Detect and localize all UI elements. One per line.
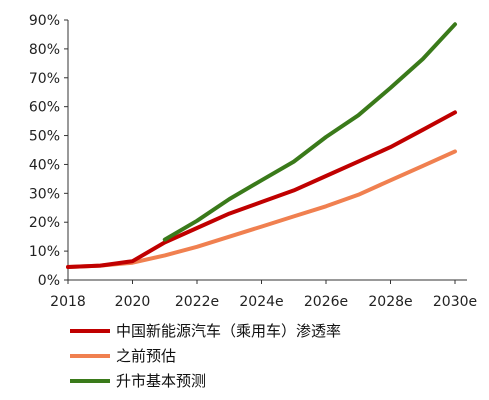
- x-axis: 2018 2020 2022e 2024e 2026e 2028e 2030e: [50, 279, 477, 310]
- x-tick-label: 2024e: [239, 294, 283, 310]
- legend-swatch-bull-case: [70, 378, 110, 383]
- series-line-1: [66, 149, 457, 269]
- y-tick-label: 60%: [29, 100, 60, 116]
- x-tick-label: 2026e: [304, 294, 348, 310]
- legend: 中国新能源汽车（乘用车）渗透率 之前预估 升市基本预测: [70, 318, 341, 393]
- y-tick-label: 10%: [29, 244, 60, 260]
- y-tick-label: 50%: [29, 129, 60, 145]
- x-tick-label: 2018: [50, 294, 86, 310]
- legend-item-bull-case: 升市基本预测: [70, 368, 341, 393]
- y-tick-label: 0%: [38, 273, 60, 289]
- legend-item-previous-estimate: 之前预估: [70, 343, 341, 368]
- series-layer: [66, 22, 457, 269]
- legend-swatch-previous-estimate: [70, 353, 110, 358]
- series-line-0: [66, 110, 457, 269]
- y-tick-label: 40%: [29, 157, 60, 173]
- y-tick-label: 80%: [29, 42, 60, 58]
- y-tick-label: 30%: [29, 186, 60, 202]
- y-tick-label: 90%: [29, 13, 60, 29]
- series-line-2: [162, 22, 457, 242]
- x-tick-label: 2030e: [433, 294, 477, 310]
- x-tick-label: 2020: [115, 294, 151, 310]
- y-axis: 0% 10% 20% 30% 40% 50% 60% 70% 80% 90%: [29, 13, 69, 289]
- legend-item-penetration: 中国新能源汽车（乘用车）渗透率: [70, 318, 341, 343]
- x-tick-label: 2022e: [175, 294, 219, 310]
- line-chart: 0%10%20%30%40%50%60%70%80%90% 2018 2020 20…: [29, 13, 477, 310]
- x-tick-label: 2028e: [368, 294, 412, 310]
- legend-swatch-penetration: [70, 328, 110, 333]
- legend-label-previous-estimate: 之前预估: [116, 347, 177, 365]
- y-tick-label: 70%: [29, 71, 60, 87]
- y-tick-label: 20%: [29, 215, 60, 231]
- legend-label-penetration: 中国新能源汽车（乘用车）渗透率: [116, 322, 342, 340]
- legend-label-bull-case: 升市基本预测: [116, 372, 207, 390]
